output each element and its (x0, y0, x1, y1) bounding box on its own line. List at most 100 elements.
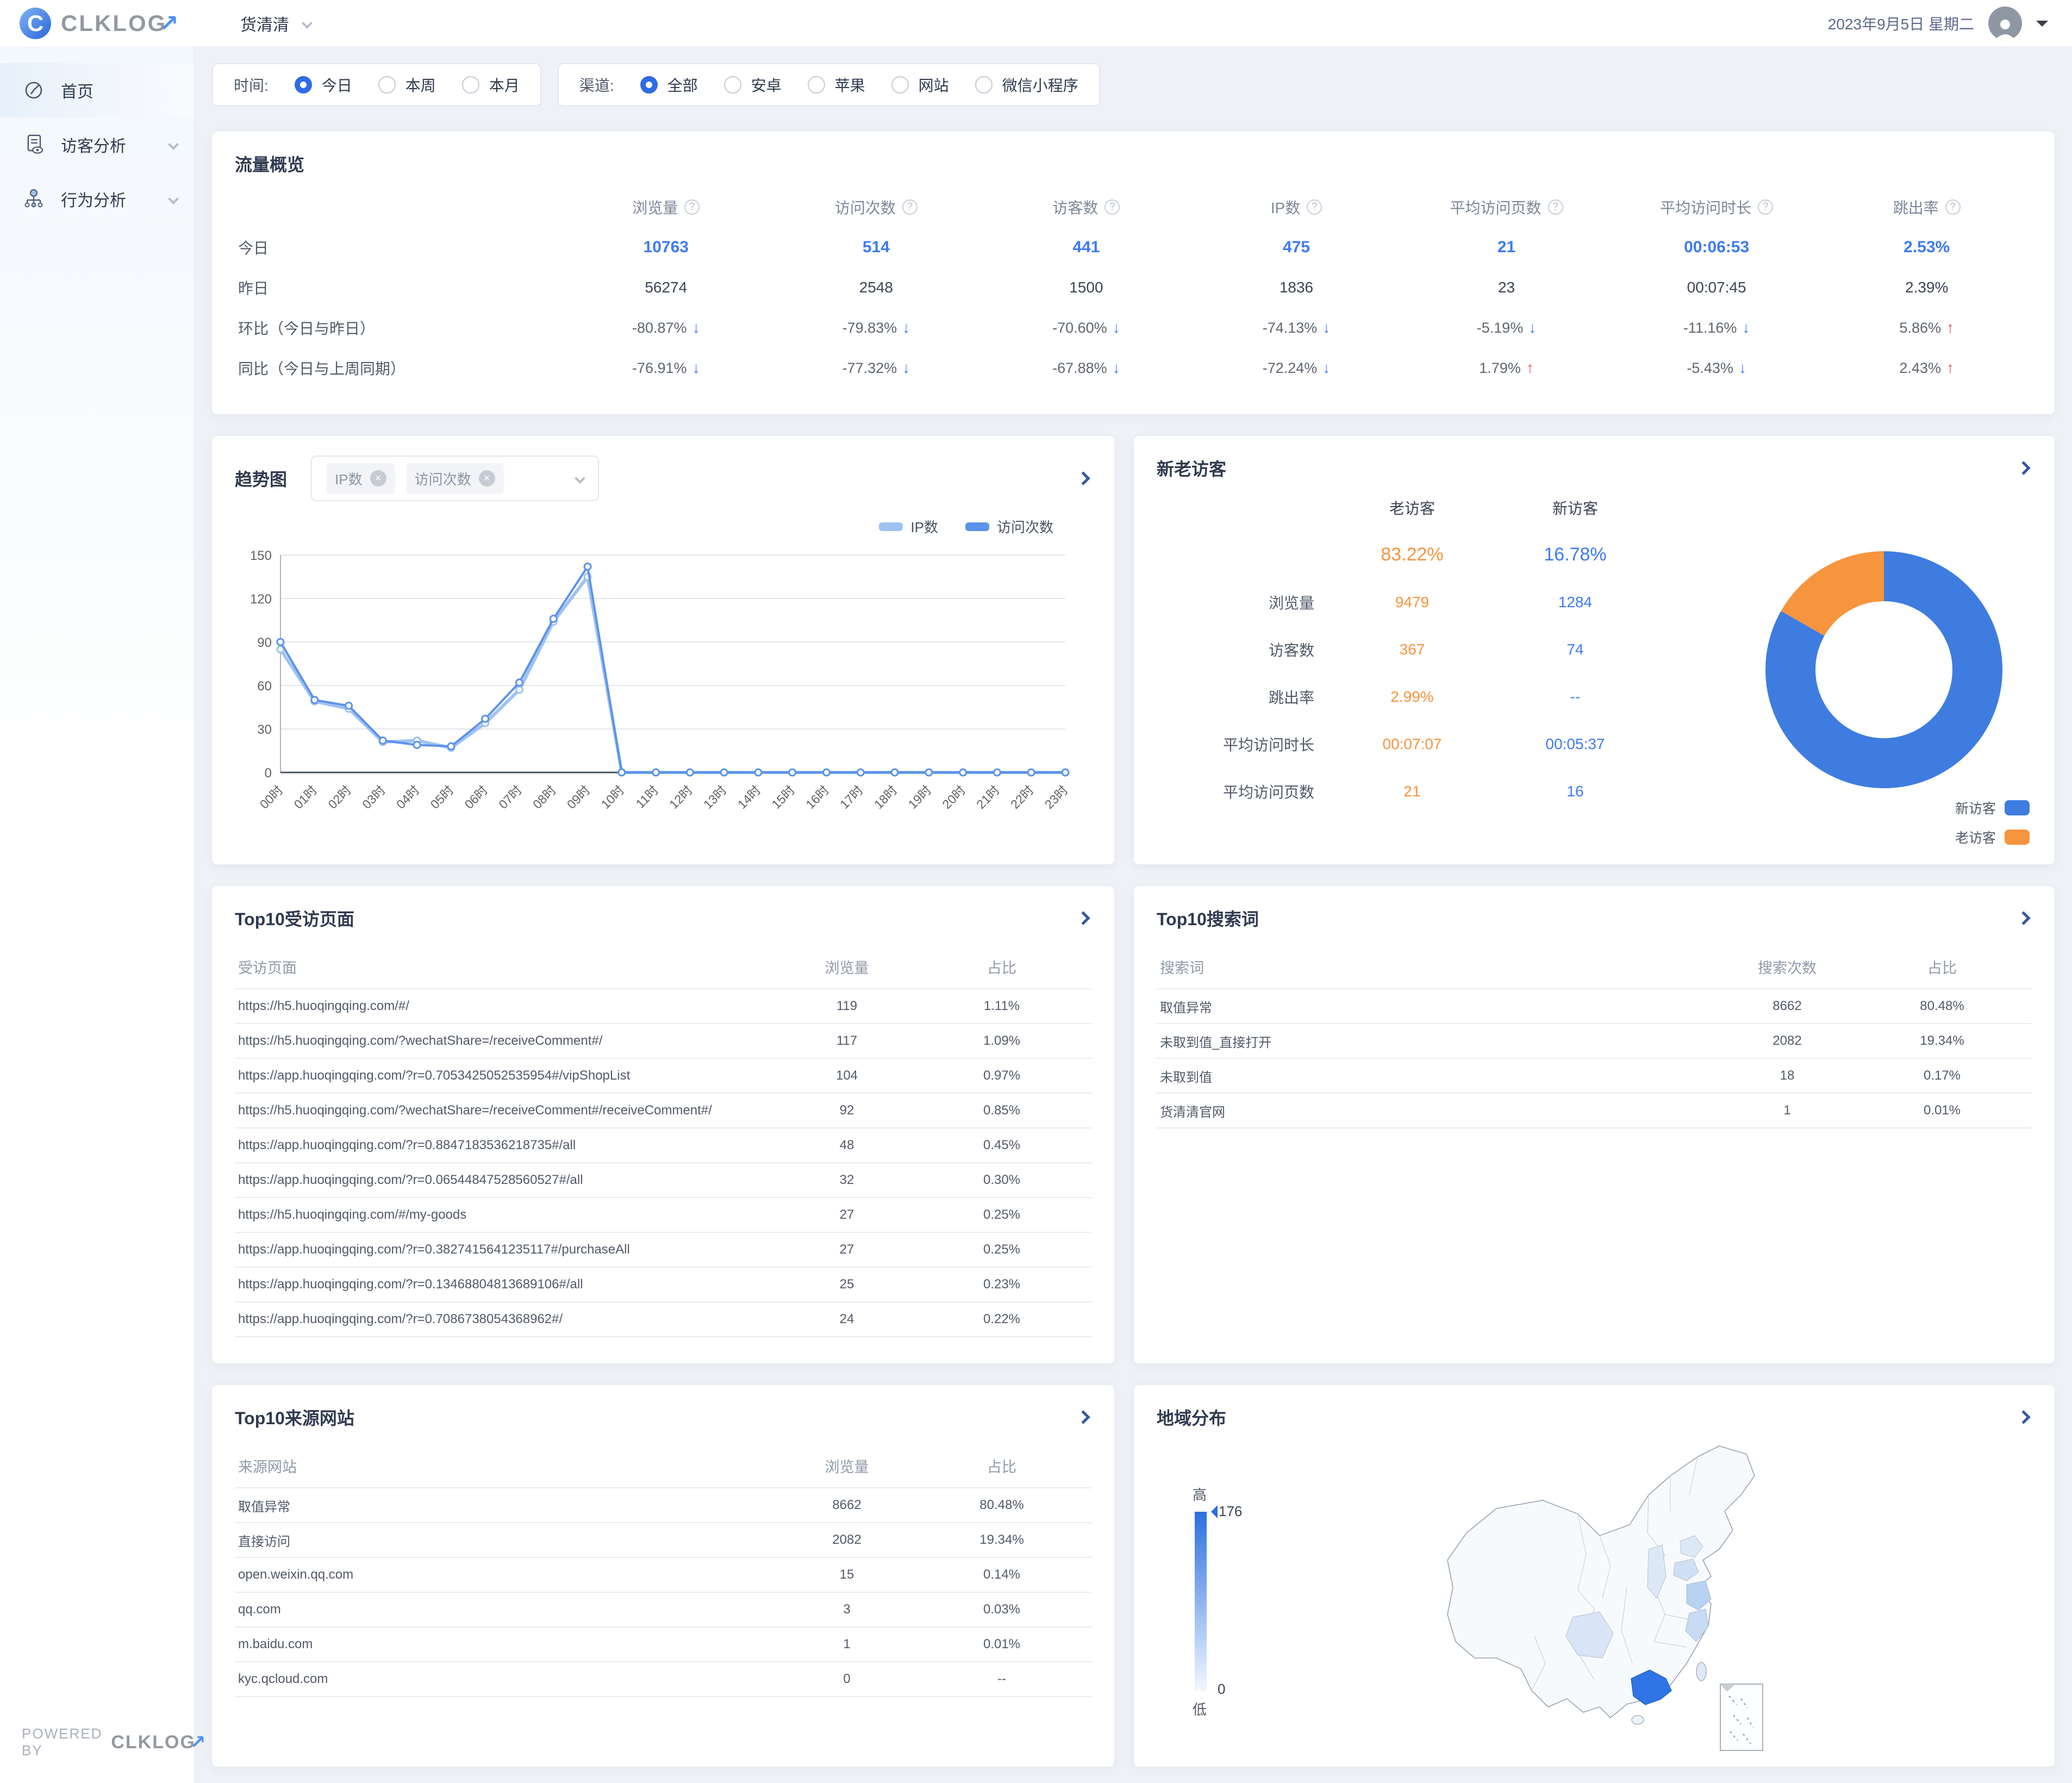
value-cell[interactable]: 2.53% (1904, 238, 1950, 256)
svg-text:06时: 06时 (461, 783, 490, 812)
province-sichuan (1565, 1611, 1614, 1659)
arrow-down-icon: ↓ (1322, 359, 1331, 376)
value-cell[interactable]: 514 (862, 238, 890, 256)
time-radio-本周[interactable]: 本周 (378, 74, 436, 96)
radio-icon (891, 76, 909, 93)
trend-detail-link[interactable] (1075, 467, 1091, 490)
search-term: 未取到值_直接打开 (1157, 1024, 1722, 1059)
svg-text:21时: 21时 (973, 783, 1002, 812)
compare-cell: -77.32% ↓ (771, 348, 982, 388)
svg-text:02时: 02时 (325, 783, 354, 812)
svg-text:60: 60 (257, 679, 272, 694)
help-icon[interactable]: ? (1758, 200, 1774, 215)
channel-radio-网站[interactable]: 网站 (891, 74, 949, 96)
top-sources-card: Top10来源网站 来源网站 浏览量 占比 取值异常 8662 80.48% 直接访问 208… (212, 1385, 1114, 1767)
sidebar-item-label: 访客分析 (61, 138, 126, 155)
cell: 0.97% (912, 1059, 1091, 1094)
remove-tag-icon[interactable]: × (370, 470, 386, 487)
column-header: 占比 (912, 1444, 1091, 1488)
column-header: 浏览量 (782, 945, 912, 989)
sidebar-item-home[interactable]: 首页 (0, 63, 194, 117)
radio-label: 今日 (321, 77, 352, 94)
avatar-caret-icon[interactable] (2036, 20, 2048, 33)
region-detail-link[interactable] (2015, 1406, 2032, 1429)
svg-text:12时: 12时 (666, 783, 695, 812)
new-old-visitors-card: 新老访客 老访客 新访客 83.22% 16.78% 浏览量 9479 1284 访客数 367… (1134, 436, 2055, 864)
top-pages-detail-link[interactable] (1075, 907, 1091, 930)
value-cell[interactable]: 00:06:53 (1684, 238, 1750, 256)
remove-tag-icon[interactable]: × (478, 470, 495, 487)
cell: 1 (782, 1628, 912, 1662)
channel-radio-微信小程序[interactable]: 微信小程序 (975, 74, 1078, 96)
old-visitor-value: 00:07:07 (1382, 735, 1442, 752)
compare-cell: -79.83% ↓ (771, 308, 982, 348)
search-term: 取值异常 (1157, 989, 1722, 1024)
column-header-label: 平均访问页数 (1450, 200, 1541, 216)
compare-cell: -5.43% ↓ (1612, 348, 1822, 388)
svg-text:16时: 16时 (803, 783, 832, 812)
top-search-detail-link[interactable] (2015, 907, 2032, 930)
arrow-up-icon: ↑ (1946, 319, 1954, 336)
help-icon[interactable]: ? (1547, 200, 1563, 215)
row-label: 平均访问页数 (1222, 783, 1314, 801)
time-radio-本月[interactable]: 本月 (461, 74, 520, 96)
chevron-down-icon (302, 17, 313, 29)
radio-icon (378, 76, 396, 93)
dashboard-icon (25, 82, 42, 99)
svg-text:00时: 00时 (257, 783, 286, 812)
legend-swatch (965, 522, 989, 531)
new-visitor-value: 74 (1567, 640, 1584, 658)
new-visitor-value: 16 (1567, 782, 1584, 800)
sidebar-item-behavior-analysis[interactable]: 行为分析 (0, 172, 194, 226)
compare-value: -77.32% (842, 359, 897, 376)
cell: 0.25% (912, 1233, 1091, 1268)
current-date: 2023年9月5日 星期二 (1827, 15, 1974, 33)
cell: 0.17% (1852, 1059, 2032, 1094)
cell: 19.34% (912, 1523, 1091, 1558)
metric-multiselect[interactable]: IP数 × 访问次数 × (311, 456, 600, 501)
card-title: 流量概览 (235, 155, 305, 174)
project-selector[interactable]: 货清清 (240, 11, 313, 35)
south-china-sea-inset (1720, 1684, 1763, 1751)
compare-cell: 5.86% ↑ (1821, 308, 2032, 348)
channel-radio-安卓[interactable]: 安卓 (723, 74, 782, 96)
traffic-overview-card: 流量概览 浏览量? 访问次数? 访客数? IP数? 平均访问页数? 平均访问时长? 跳出率?… (212, 132, 2055, 414)
cell: 15 (782, 1558, 912, 1593)
sidebar-item-visitor-analysis[interactable]: 访客分析 (0, 117, 194, 172)
help-icon[interactable]: ? (1945, 200, 1961, 215)
legend-item[interactable]: IP数 (879, 516, 938, 537)
channel-radio-全部[interactable]: 全部 (640, 74, 698, 96)
value-cell[interactable]: 10763 (643, 238, 689, 256)
compare-value: -80.87% (632, 319, 687, 336)
help-icon[interactable]: ? (1104, 200, 1120, 215)
help-icon[interactable]: ? (902, 200, 918, 215)
legend-item: 新访客 (1955, 798, 2030, 818)
cell: 0 (782, 1662, 912, 1697)
channel-radio-苹果[interactable]: 苹果 (807, 74, 865, 96)
chevron-right-icon (1076, 1410, 1090, 1424)
arrow-up-icon: ↑ (1946, 359, 1954, 376)
compare-value: -5.19% (1476, 319, 1524, 336)
help-icon[interactable]: ? (1307, 200, 1322, 215)
old-visitor-value: 9479 (1395, 593, 1430, 610)
page-url: https://app.huoqingqing.com/?r=0.3827415… (235, 1233, 782, 1268)
user-avatar[interactable] (1988, 6, 2022, 40)
main-content: 时间: 今日 本周 本月 渠道: 全部 安卓 苹果 网站 微信小程序 流量概览 浏览量? 访问… (194, 47, 2072, 1783)
row-label: 同比（今日与上周同期） (238, 360, 406, 377)
svg-text:08时: 08时 (530, 783, 559, 812)
value-cell[interactable]: 21 (1497, 238, 1516, 256)
cell: 117 (782, 1024, 912, 1059)
legend-item[interactable]: 访问次数 (965, 516, 1053, 537)
svg-text:15时: 15时 (769, 783, 798, 812)
visitors-detail-link[interactable] (2015, 457, 2032, 480)
value-cell[interactable]: 475 (1282, 238, 1310, 256)
svg-text:14时: 14时 (735, 783, 764, 812)
column-header: 来源网站 (235, 1444, 782, 1488)
help-icon[interactable]: ? (684, 200, 700, 215)
province-light (1680, 1535, 1703, 1558)
cell: 104 (782, 1059, 912, 1094)
value-cell[interactable]: 441 (1072, 238, 1100, 256)
compare-value: -74.13% (1262, 319, 1318, 336)
time-radio-今日[interactable]: 今日 (294, 74, 352, 96)
top-sources-detail-link[interactable] (1075, 1406, 1091, 1429)
